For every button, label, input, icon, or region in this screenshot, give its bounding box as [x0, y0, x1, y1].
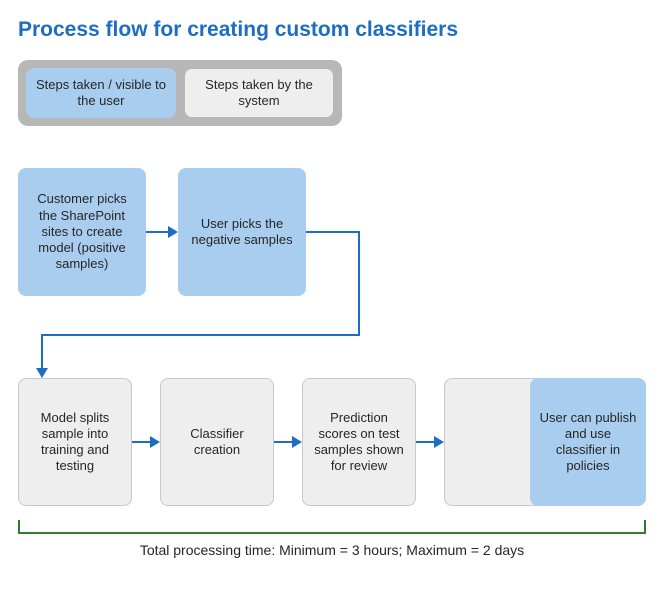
node-classifier-creation: Classifier creation [160, 378, 274, 506]
node-model-split: Model splits sample into training and te… [18, 378, 132, 506]
node-publish: User can publish and use classifier in p… [530, 378, 646, 506]
arrow-segment [416, 441, 434, 443]
arrow-segment [146, 231, 168, 233]
arrow-segment [274, 441, 292, 443]
node-pick-sharepoint: Customer picks the SharePoint sites to c… [18, 168, 146, 296]
node-pick-negative: User picks the negative samples [178, 168, 306, 296]
arrow-segment [41, 334, 360, 336]
legend-system-box: Steps taken by the system [184, 68, 334, 118]
arrow-head-icon [150, 436, 160, 448]
legend-user-box: Steps taken / visible to the user [26, 68, 176, 118]
arrow-head-icon [292, 436, 302, 448]
time-bracket [18, 520, 646, 534]
node-prediction-scores: Prediction scores on test samples shown … [302, 378, 416, 506]
arrow-head-icon [434, 436, 444, 448]
arrow-segment [358, 231, 360, 336]
arrow-segment [132, 441, 150, 443]
arrow-segment [306, 231, 360, 233]
arrow-segment [41, 334, 43, 368]
diagram-title: Process flow for creating custom classif… [18, 18, 458, 42]
footer-text: Total processing time: Minimum = 3 hours… [18, 542, 646, 558]
diagram-canvas: Process flow for creating custom classif… [0, 0, 664, 596]
arrow-head-icon [36, 368, 48, 378]
arrow-head-icon [168, 226, 178, 238]
